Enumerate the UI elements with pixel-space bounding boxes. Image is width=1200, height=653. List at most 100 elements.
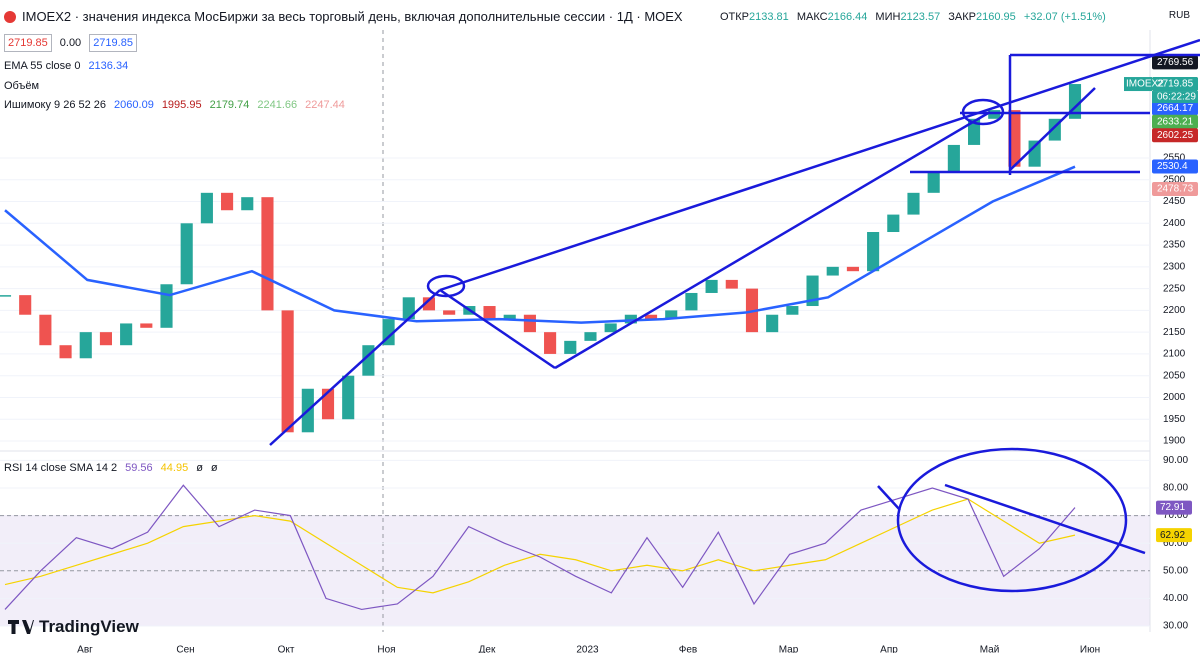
price-tag-label: 2478.73 xyxy=(1157,184,1194,195)
y-tick-label: 2100 xyxy=(1163,349,1186,360)
candle xyxy=(120,323,133,346)
candle xyxy=(443,310,456,315)
candle xyxy=(705,279,718,293)
price-tag-label: 2719.85 xyxy=(1157,79,1194,90)
symbol-tag-label: IMOEX2 xyxy=(1126,79,1164,90)
currency[interactable]: RUB xyxy=(1168,10,1190,21)
price-tag xyxy=(1152,114,1198,129)
quote-row: 2719.85 0.00 2719.85 xyxy=(4,34,137,52)
y-tick-label: 80.00 xyxy=(1163,483,1188,494)
candle xyxy=(745,288,759,333)
price-tag xyxy=(1152,55,1198,70)
rsi-tag xyxy=(1156,528,1192,543)
rsi-tag-label: 62.92 xyxy=(1160,530,1185,541)
ohlc-label: ЗАКР xyxy=(948,11,976,23)
price-tag-label: 2602.25 xyxy=(1157,130,1194,141)
price-tag-label: 2530.4 xyxy=(1157,161,1188,172)
indicator-name[interactable]: Ишимоку 9 26 52 26 xyxy=(4,99,107,111)
candle xyxy=(766,314,779,333)
candle xyxy=(947,144,960,172)
y-tick-label: 50.00 xyxy=(1163,565,1188,576)
countdown-box xyxy=(1152,91,1198,104)
price-tag xyxy=(1152,101,1198,116)
indicator-value: 2241.66 xyxy=(257,99,298,111)
candle xyxy=(564,340,577,354)
x-tick-label: 2023 xyxy=(576,645,599,653)
ohlc-values: ОТКР2133.81 МАКС2166.44 МИН2123.57 ЗАКР2… xyxy=(720,11,1111,23)
candle xyxy=(79,332,92,359)
y-tick-label: 2550 xyxy=(1163,153,1186,164)
x-tick-label: Апр xyxy=(880,645,898,653)
ohlc-value: 2123.57 xyxy=(900,11,941,23)
spread: 0.00 xyxy=(59,37,82,49)
volume-legend: Объём xyxy=(4,80,39,92)
indicator-value: ø xyxy=(210,462,218,474)
x-tick-label: Окт xyxy=(278,645,295,653)
candle xyxy=(604,323,617,333)
bid[interactable]: 2719.85 xyxy=(4,34,52,52)
ohlc-value: 2166.44 xyxy=(827,11,868,23)
x-tick-label: Мар xyxy=(779,645,799,653)
indicator-value: 2136.34 xyxy=(88,60,129,72)
y-tick-label: 2000 xyxy=(1163,392,1186,403)
indicator-name[interactable]: Объём xyxy=(4,80,40,92)
brand-logo xyxy=(8,620,34,634)
y-tick-label: 1950 xyxy=(1163,414,1186,425)
y-tick-label: 2450 xyxy=(1163,196,1186,207)
candle xyxy=(463,306,476,315)
candle xyxy=(221,192,234,211)
user-drawings xyxy=(269,38,1200,593)
ohlc-label: МИН xyxy=(875,11,901,23)
candle xyxy=(806,275,819,307)
candle xyxy=(1068,84,1082,119)
y-tick-label: 2200 xyxy=(1163,305,1186,316)
countdown: 06:22:29 xyxy=(1157,92,1196,103)
x-tick-label: Ноя xyxy=(377,645,395,653)
y-tick-label: 2400 xyxy=(1163,218,1186,229)
candle xyxy=(1008,110,1021,167)
x-tick-label: Авг xyxy=(77,645,93,653)
brand-name: TradingView xyxy=(39,617,139,636)
price-tag-label: 2664.17 xyxy=(1157,103,1194,114)
y-tick-label: 2150 xyxy=(1163,327,1186,338)
candle xyxy=(826,266,839,276)
indicator-value: 44.95 xyxy=(160,462,189,474)
candle xyxy=(665,310,678,320)
y-tick-label: 30.00 xyxy=(1163,621,1188,632)
candle xyxy=(523,314,536,333)
candle xyxy=(867,232,880,272)
candle xyxy=(59,345,72,359)
price-tag xyxy=(1152,159,1198,174)
y-tick-label: 2500 xyxy=(1163,174,1186,185)
symbol-title[interactable]: IMOEX2 · значения индекса МосБиржи за ве… xyxy=(22,9,683,24)
price-tag xyxy=(1152,182,1198,197)
candle xyxy=(1028,140,1041,167)
x-tick-label: Май xyxy=(980,645,1000,653)
indicator-name[interactable]: RSI 14 close SMA 14 2 xyxy=(4,462,118,474)
ask[interactable]: 2719.85 xyxy=(89,34,137,52)
candle xyxy=(39,314,52,346)
candle xyxy=(382,319,395,346)
y-tick-label: 70.00 xyxy=(1163,510,1188,521)
candle xyxy=(1048,118,1061,141)
ichimoku-legend: Ишимоку 9 26 52 26 2060.09 1995.95 2179.… xyxy=(4,99,345,111)
indicator-value: 2060.09 xyxy=(114,99,154,111)
price-tag-label: 2633.21 xyxy=(1157,116,1194,127)
indicator-name[interactable]: EMA 55 close 0 xyxy=(4,60,81,72)
price-tag xyxy=(1152,77,1198,92)
candle xyxy=(846,266,859,272)
candle xyxy=(342,375,355,420)
brand[interactable]: TradingView xyxy=(8,617,139,637)
y-tick-label: 2250 xyxy=(1163,283,1186,294)
candle xyxy=(0,295,12,297)
y-tick-label: 40.00 xyxy=(1163,593,1188,604)
candle xyxy=(19,295,32,315)
ema-legend: EMA 55 close 0 2136.34 xyxy=(4,60,128,72)
rsi-sma-line xyxy=(4,498,1076,594)
symbol-header: IMOEX2 · значения индекса МосБиржи за ве… xyxy=(4,9,683,24)
candle xyxy=(584,332,597,341)
candle xyxy=(685,292,698,311)
rsi-band xyxy=(0,515,1150,626)
candle xyxy=(988,110,1001,119)
